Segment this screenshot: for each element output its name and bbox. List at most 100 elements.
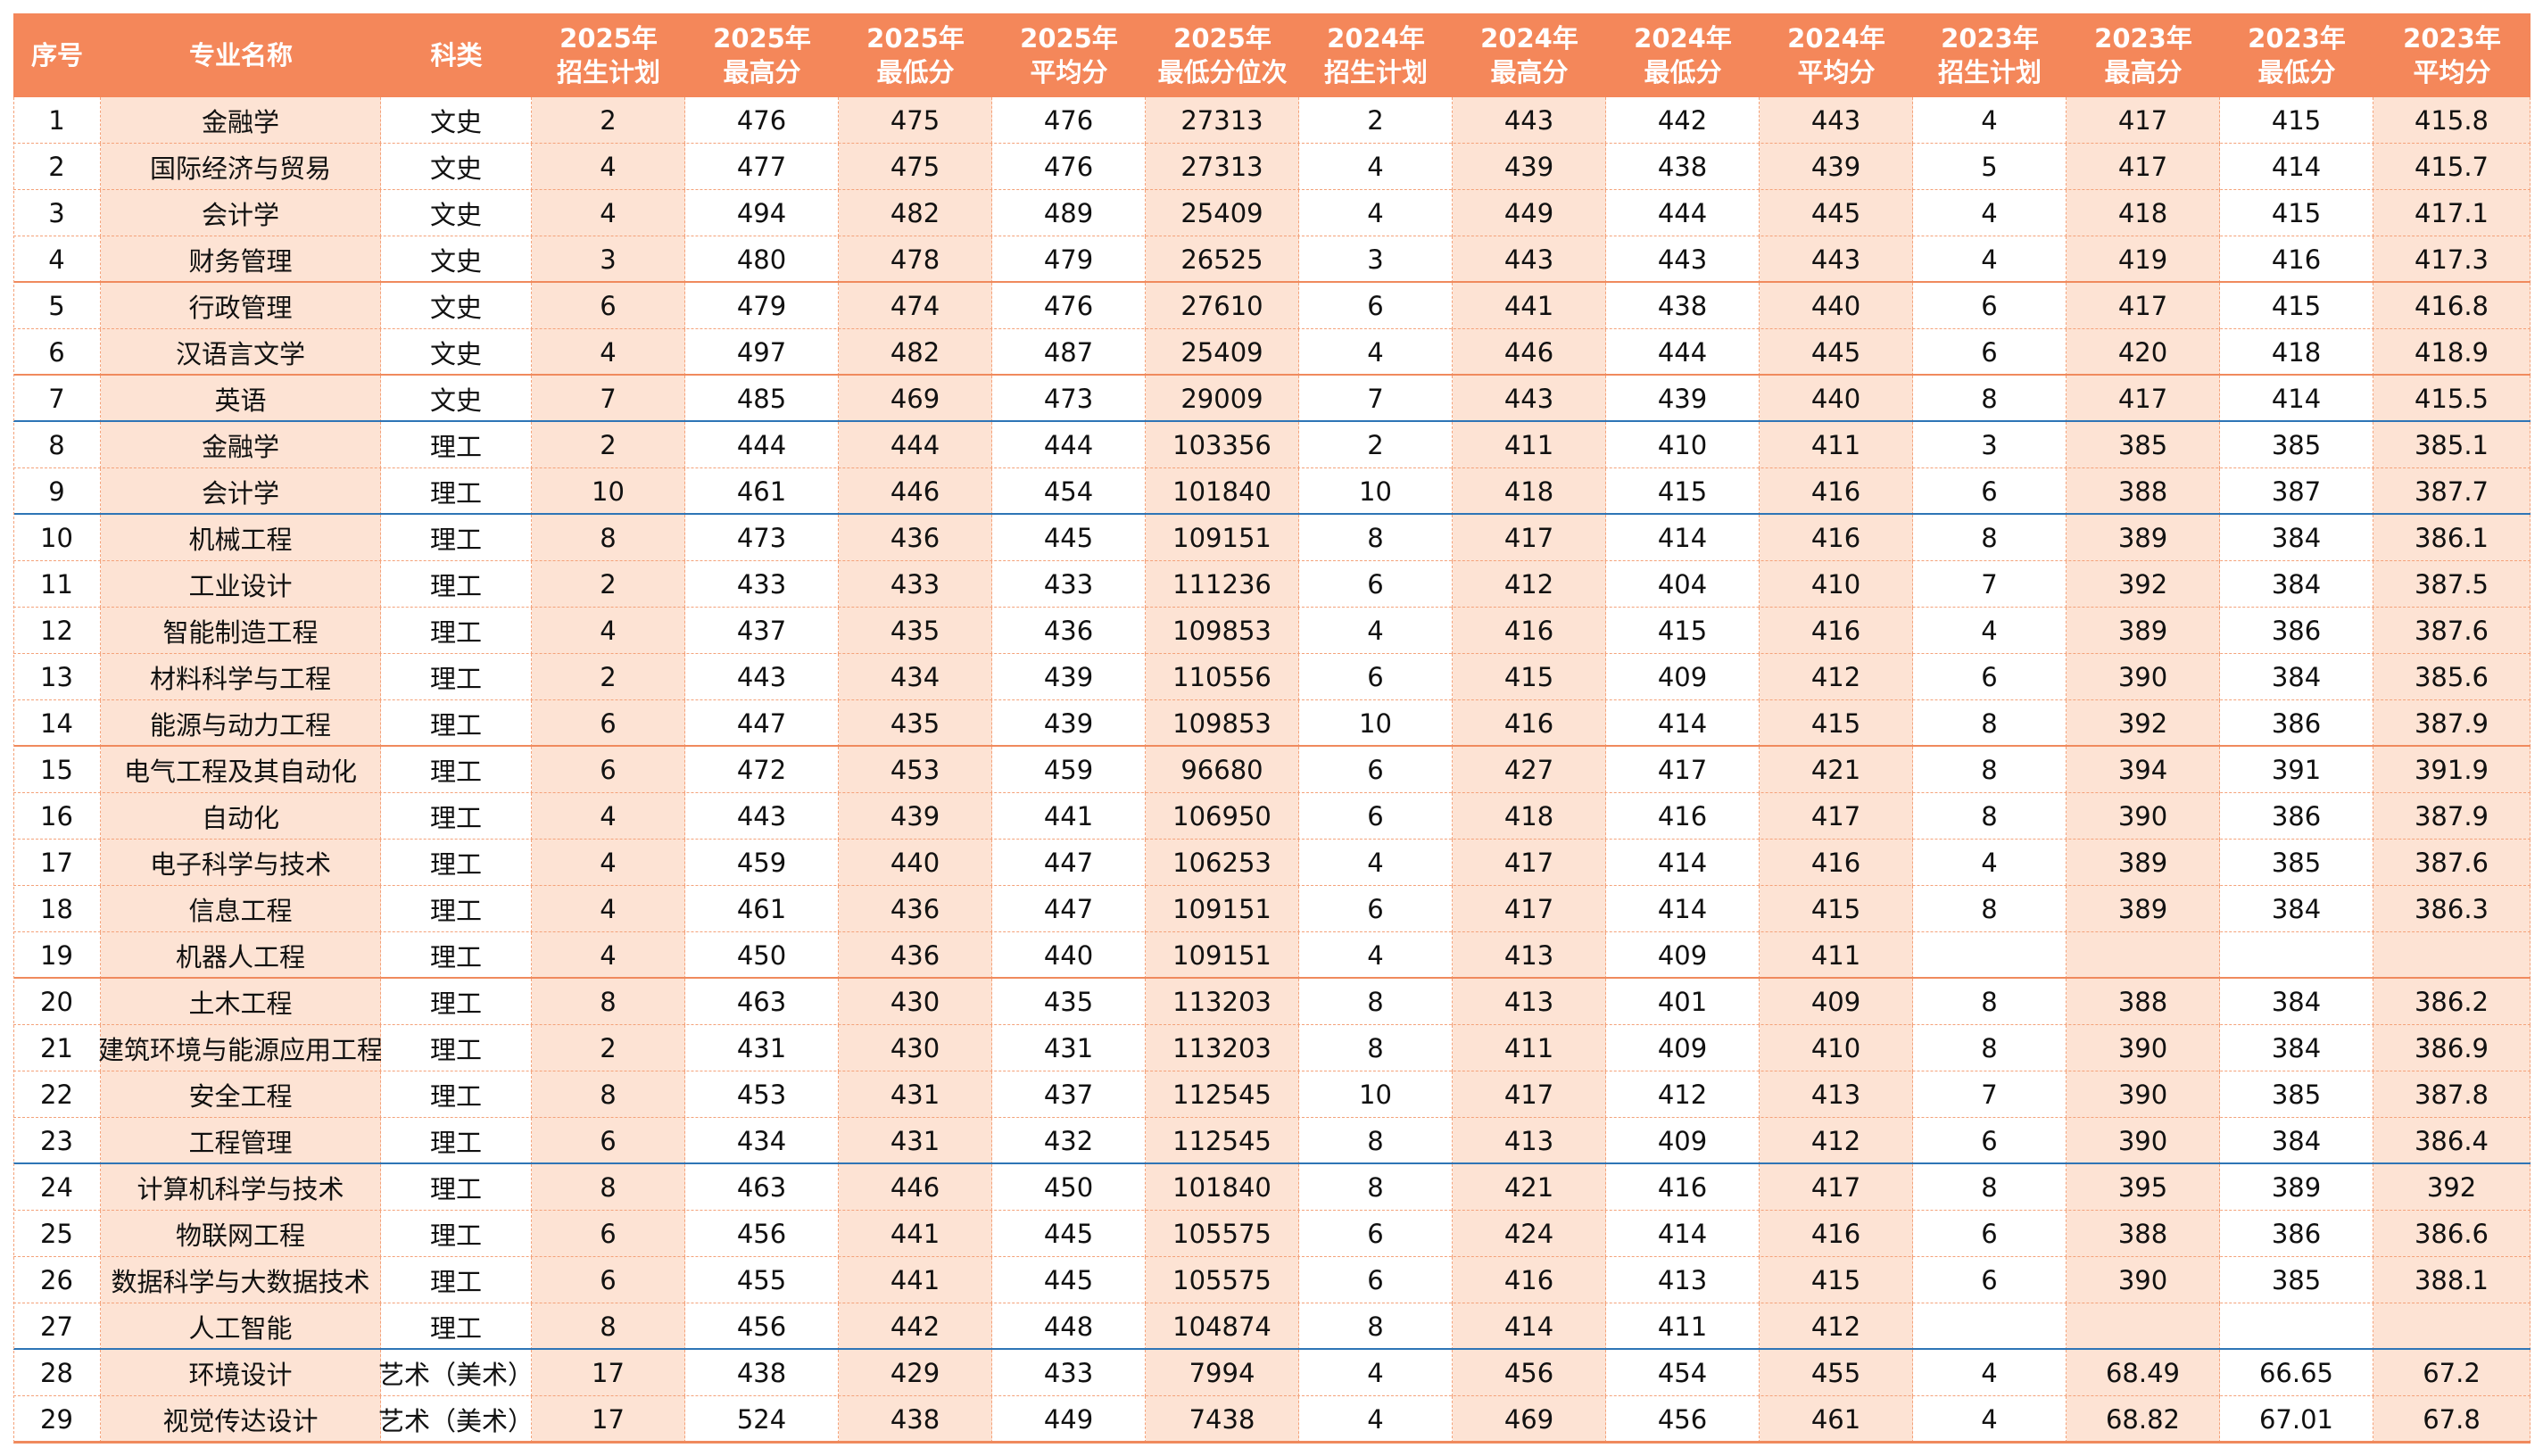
- cell: 417.3: [2373, 236, 2531, 283]
- cell: 自动化: [101, 793, 381, 840]
- cell: 476: [992, 144, 1146, 190]
- cell: 4: [1299, 1350, 1453, 1396]
- cell: 445: [1760, 190, 1913, 236]
- cell: 436: [839, 932, 992, 979]
- cell: 389: [2067, 840, 2220, 886]
- cell: 6: [1299, 886, 1453, 932]
- cell: [2220, 932, 2373, 979]
- cell: 6: [1299, 793, 1453, 840]
- cell: 417: [2067, 376, 2220, 422]
- cell: 4: [1299, 932, 1453, 979]
- cell: 386.2: [2373, 979, 2531, 1025]
- cell: 413: [1453, 1118, 1606, 1164]
- header-text: 招生计划: [1323, 57, 1428, 87]
- cell: 理工: [381, 515, 532, 561]
- row-separator: [13, 653, 2531, 654]
- cell: 448: [992, 1303, 1146, 1350]
- cell: 410: [1760, 561, 1913, 608]
- cell: [2373, 932, 2531, 979]
- cell: 446: [839, 1164, 992, 1211]
- cell: [2067, 932, 2220, 979]
- cell: 416: [1453, 700, 1606, 747]
- cell: 434: [839, 654, 992, 700]
- cell: 414: [1606, 515, 1760, 561]
- cell: 17: [13, 840, 101, 886]
- cell: 4: [1299, 329, 1453, 376]
- cell: 409: [1760, 979, 1913, 1025]
- cell: 17: [532, 1396, 685, 1443]
- cell: 387: [2220, 468, 2373, 515]
- cell: 汉语言文学: [101, 329, 381, 376]
- cell: 英语: [101, 376, 381, 422]
- cell: 8: [1913, 1025, 2067, 1071]
- cell: 112545: [1146, 1071, 1299, 1118]
- cell: 414: [1606, 1211, 1760, 1257]
- cell: 理工: [381, 700, 532, 747]
- row-separator: [13, 745, 2531, 748]
- cell: 440: [992, 932, 1146, 979]
- cell: 391.9: [2373, 747, 2531, 793]
- row-separator: [13, 931, 2531, 932]
- cell: 6: [1913, 329, 2067, 376]
- cell: 412: [1453, 561, 1606, 608]
- cell: 8: [532, 1164, 685, 1211]
- cell: 385: [2220, 1257, 2373, 1303]
- cell: 6: [532, 700, 685, 747]
- cell: 427: [1453, 747, 1606, 793]
- cell: 416: [1760, 608, 1913, 654]
- cell: 411: [1606, 1303, 1760, 1350]
- row-separator: [13, 143, 2531, 144]
- cell: 27610: [1146, 283, 1299, 329]
- cell: 8: [1913, 1164, 2067, 1211]
- cell: 4: [1299, 840, 1453, 886]
- cell: 4: [1913, 236, 2067, 283]
- cell: 447: [685, 700, 839, 747]
- cell: 8: [1299, 1118, 1453, 1164]
- cell: 理工: [381, 1118, 532, 1164]
- cell: 112545: [1146, 1118, 1299, 1164]
- cell: 473: [992, 376, 1146, 422]
- cell: 67.8: [2373, 1396, 2531, 1443]
- cell: 390: [2067, 1025, 2220, 1071]
- header-cell: 2024年 最低分: [1606, 13, 1760, 97]
- header-text: 最高分: [1490, 57, 1569, 87]
- cell: 461: [1760, 1396, 1913, 1443]
- cell: 7: [532, 376, 685, 422]
- cell: 413: [1760, 1071, 1913, 1118]
- cell: 439: [992, 700, 1146, 747]
- cell: 463: [685, 979, 839, 1025]
- cell: 113203: [1146, 979, 1299, 1025]
- row-separator: [13, 1117, 2531, 1118]
- cell: 6: [1299, 561, 1453, 608]
- cell: 472: [685, 747, 839, 793]
- cell: 16: [13, 793, 101, 840]
- cell: 439: [1606, 376, 1760, 422]
- cell: 459: [685, 840, 839, 886]
- cell: 4: [1913, 1350, 2067, 1396]
- cell: 414: [1606, 700, 1760, 747]
- cell: 416: [1760, 1211, 1913, 1257]
- cell: 8: [1913, 886, 2067, 932]
- cell: 安全工程: [101, 1071, 381, 1118]
- cell: 8: [532, 1303, 685, 1350]
- cell: 6: [1913, 1118, 2067, 1164]
- cell: 415: [2220, 97, 2373, 144]
- cell: 384: [2220, 1025, 2373, 1071]
- cell: 386: [2220, 608, 2373, 654]
- cell: 436: [992, 608, 1146, 654]
- cell: 2: [532, 654, 685, 700]
- cell: 473: [685, 515, 839, 561]
- cell: 435: [992, 979, 1146, 1025]
- cell: 21: [13, 1025, 101, 1071]
- cell: 19: [13, 932, 101, 979]
- cell: 411: [1760, 422, 1913, 468]
- cell: 4: [1299, 190, 1453, 236]
- row-separator: [13, 513, 2531, 516]
- cell: 6: [532, 1257, 685, 1303]
- header-cell: 2025年 招生计划: [532, 13, 685, 97]
- cell: 7: [1299, 376, 1453, 422]
- cell: [2067, 1303, 2220, 1350]
- cell: 6: [1299, 283, 1453, 329]
- cell: 469: [1453, 1396, 1606, 1443]
- cell: 7: [13, 376, 101, 422]
